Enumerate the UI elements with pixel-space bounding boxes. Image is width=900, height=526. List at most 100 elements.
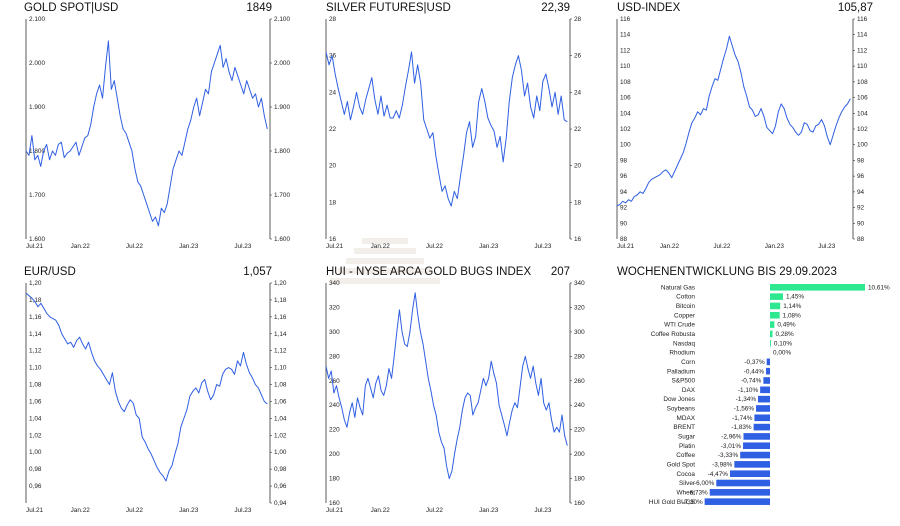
bar-value-label: -7,30% [682, 499, 703, 506]
bar-category-label: S&P500 [672, 378, 696, 385]
y-tick-label-left: 0,96 [29, 483, 42, 490]
bar-value-label: 0,10% [774, 340, 792, 347]
bar [753, 423, 770, 431]
y-tick-label-left: 112 [620, 47, 631, 54]
y-tick-label-left: 1.900 [29, 104, 45, 111]
bar-category-label: DAX [682, 387, 696, 394]
bar [770, 339, 771, 347]
x-tick-label: Jan.23 [765, 243, 785, 250]
panel-title: GOLD SPOT|USD [24, 2, 119, 14]
y-tick-label-right: 340 [574, 280, 585, 287]
y-tick-label-left: 110 [620, 63, 631, 70]
x-tick-label: Jul.23 [818, 243, 835, 250]
series-line [325, 51, 568, 207]
y-tick-label-right: 1.800 [274, 148, 290, 155]
y-tick-label-right: 0,96 [274, 483, 287, 490]
bar-value-label: -1,56% [734, 406, 755, 413]
y-tick-label-left: 1,12 [29, 348, 42, 355]
bar-value-label: -6,73% [687, 489, 708, 496]
bar-value-label: 1,45% [786, 294, 804, 301]
silver-futures-panel: SILVER FUTURES|USD 22,39 16 18 20 22 24 26 28 1… [325, 2, 582, 264]
y-tick-label-right: 160 [574, 500, 585, 507]
hui-index-chart: 160 180 200 220 240 260 280 300 320 340 160 180 200 2… [325, 280, 585, 514]
bar-value-label: -6,00% [694, 480, 715, 487]
panel-last-value: 22,39 [541, 2, 570, 14]
bar [770, 302, 781, 310]
bar-category-label: Cotton [676, 294, 695, 301]
x-tick-label: Jan.23 [179, 243, 199, 250]
bar-value-label: -1,74% [732, 415, 753, 422]
y-tick-label-left: 2.000 [29, 60, 45, 67]
bar-category-label: Cocoa [677, 471, 696, 478]
eur-usd-chart: 0,96 0,98 1,00 1,02 1,04 1,06 1,08 1,10 1,12 1,14… [25, 280, 287, 514]
bar-category-label: Palladium [667, 368, 695, 375]
y-tick-label-right: 26 [574, 53, 582, 60]
bar [704, 498, 770, 505]
bar-value-label: 0,00% [773, 350, 791, 357]
y-tick-label-left: 1,18 [29, 297, 42, 304]
y-tick-label-right: 114 [857, 32, 868, 39]
y-tick-label-left: 114 [620, 32, 631, 39]
y-tick-label-right: 2.000 [274, 60, 290, 67]
panel-title: SILVER FUTURES|USD [326, 2, 451, 14]
bar [734, 461, 770, 468]
panel-last-value: 207 [550, 266, 570, 278]
y-tick-label-left: 1,04 [29, 415, 42, 422]
y-tick-label-right: 24 [574, 89, 582, 96]
panel-last-value: 1849 [246, 2, 272, 14]
panel-title: WOCHENENTWICKLUNG BIS 29.09.2023 [617, 266, 837, 278]
bar-category-label: Rhodium [669, 350, 695, 357]
weekly-performance-chart: Natural Gas 10,61% Cotton 1,45% Bitcoin 1,14%… [649, 284, 890, 506]
y-tick-label-left: 90 [620, 220, 628, 227]
y-tick-label-left: 96 [620, 173, 628, 180]
y-tick-label-left: 18 [329, 199, 337, 206]
y-tick-label-left: 92 [620, 205, 628, 212]
bar-category-label: Copper [674, 312, 696, 319]
y-tick-label-left: 1,14 [29, 331, 42, 338]
y-tick-label-left: 24 [329, 89, 337, 96]
bar-value-label: -3,98% [712, 461, 733, 468]
y-tick-label-right: 108 [857, 79, 868, 86]
bar-value-label: -2,96% [721, 434, 742, 441]
bar-value-label: -0,74% [741, 378, 762, 385]
y-tick-label-left: 116 [620, 16, 631, 23]
y-tick-label-right: 220 [574, 427, 585, 434]
usd-index-panel: USD-INDEX 105,87 88 90 92 94 96 98 100 102 104 10… [616, 2, 873, 264]
bar-value-label: -1,83% [731, 424, 752, 431]
y-tick-label-right: 300 [574, 329, 585, 336]
x-tick-label: Jul.22 [426, 243, 443, 250]
bar [743, 433, 770, 440]
bar-value-label: -0,37% [744, 359, 765, 366]
hui-index-panel: HUI - NYSE ARCA GOLD BUGS INDEX 207 160 1… [325, 266, 585, 526]
y-tick-label-left: 94 [620, 189, 628, 196]
bar-category-label: Soybeans [667, 406, 695, 413]
bar-value-label: -1,10% [738, 387, 759, 394]
bar-value-label: -4,47% [708, 471, 729, 478]
x-tick-label: Jul.21 [617, 243, 634, 250]
bar [716, 479, 770, 487]
panel-title: EUR/USD [24, 266, 76, 278]
y-tick-label-left: 100 [620, 142, 631, 149]
bar-category-label: Wheat [677, 489, 696, 496]
gold-spot-panel: GOLD SPOT|USD 1849 1.600 1.700 1.800 1.900 2… [24, 2, 290, 264]
x-tick-label: Jan.23 [479, 507, 499, 514]
y-tick-label-right: 104 [857, 110, 868, 117]
x-tick-label: Jul.22 [126, 243, 143, 250]
y-tick-label-left: 26 [329, 53, 337, 60]
bar-category-label: Dow Jones [663, 396, 695, 403]
bar [758, 395, 770, 403]
y-tick-label-right: 1.900 [274, 104, 290, 111]
y-tick-label-left: 1,08 [29, 382, 42, 389]
series-line [25, 40, 268, 227]
bar-value-label: 1,08% [783, 312, 801, 319]
y-tick-label-left: 2.100 [29, 16, 45, 23]
bar-category-label: Bitcoin [676, 303, 696, 310]
bar-value-label: -3,33% [718, 452, 739, 459]
bar [754, 414, 770, 422]
x-tick-label: Jan.22 [371, 507, 391, 514]
y-tick-label-left: 20 [329, 163, 337, 170]
series-line [25, 292, 268, 482]
y-tick-label-right: 1.700 [274, 192, 290, 199]
y-tick-label-right: 112 [857, 47, 868, 54]
y-tick-label-right: 16 [574, 236, 582, 243]
